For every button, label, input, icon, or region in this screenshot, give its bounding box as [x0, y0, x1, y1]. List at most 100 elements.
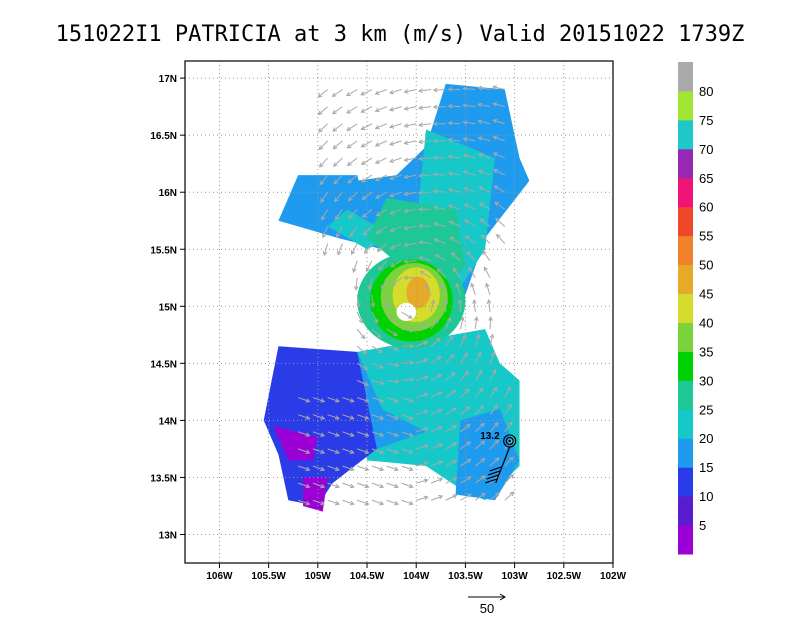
- wind-vector: [463, 154, 476, 159]
- wind-vector-head: [376, 247, 382, 253]
- wind-vector: [489, 439, 499, 450]
- wind-vector: [430, 409, 443, 416]
- colorbar-label: 50: [699, 258, 713, 273]
- wind-vector: [332, 106, 343, 115]
- wind-vector: [332, 89, 343, 97]
- colorbar-swatch: [678, 264, 693, 295]
- wind-vector-head: [360, 125, 366, 130]
- wind-vector-head: [452, 442, 458, 447]
- wind-vector-head: [480, 475, 486, 480]
- wind-vector: [312, 414, 325, 420]
- wind-vector: [371, 397, 384, 403]
- wind-vector-head: [432, 155, 438, 161]
- wind-vector-head: [483, 266, 488, 272]
- wind-vector: [327, 482, 340, 488]
- wind-vector-head: [478, 387, 484, 393]
- wind-vector-head: [393, 466, 400, 472]
- wind-vector-head: [394, 346, 400, 352]
- wind-vector-head: [480, 457, 486, 463]
- wind-vector-head: [334, 483, 340, 489]
- wind-vector-head: [437, 408, 443, 414]
- wind-vector: [332, 123, 343, 132]
- wind-vector-head: [361, 178, 367, 183]
- wind-vector: [470, 283, 476, 296]
- wind-vector-head: [437, 373, 443, 379]
- wind-vector: [416, 323, 428, 330]
- field-region-5: [303, 477, 328, 512]
- colorbar: 5 10 15 20 25 30 35 40 45 50 55 60 65 70 75 80: [678, 62, 713, 555]
- colorbar-swatch: [678, 148, 693, 179]
- wind-vector-head: [452, 267, 458, 273]
- wind-vector-head: [488, 316, 493, 321]
- wind-vector-head: [508, 456, 514, 462]
- colorbar-label: 10: [699, 489, 713, 504]
- wind-vector: [312, 397, 325, 403]
- wind-vector-head: [466, 458, 472, 464]
- wind-vector-head: [393, 415, 400, 420]
- wind-vector-head: [489, 333, 495, 339]
- wind-vector: [460, 388, 470, 398]
- wind-vector: [390, 260, 402, 268]
- wind-vector: [368, 277, 373, 290]
- wind-vector: [416, 341, 428, 347]
- wind-vector-head: [509, 473, 515, 479]
- wind-vector: [445, 354, 455, 364]
- wind-vector-head: [418, 105, 423, 111]
- wind-vector-head: [494, 201, 500, 207]
- wind-vector-head: [468, 266, 473, 272]
- wind-vector-head: [432, 87, 438, 93]
- wind-vector-head: [360, 143, 366, 148]
- wind-vector: [361, 174, 373, 183]
- wind-vector-head: [334, 466, 340, 472]
- wind-vector-head: [437, 391, 443, 396]
- wind-vector-head: [491, 368, 497, 374]
- wind-vector: [449, 236, 461, 244]
- wind-vector: [297, 414, 310, 420]
- wind-vector: [474, 458, 485, 467]
- wind-vector-head: [418, 256, 424, 261]
- wind-vector: [371, 448, 384, 454]
- wind-vector-head: [450, 353, 455, 359]
- wind-vector: [493, 119, 505, 125]
- wind-vector: [504, 386, 511, 398]
- wind-vector-head: [331, 92, 337, 97]
- wind-vector: [445, 372, 456, 381]
- wind-vector: [389, 106, 402, 111]
- wind-vector-head: [360, 108, 366, 113]
- wind-vector: [321, 209, 329, 221]
- wind-vector-head: [322, 233, 327, 239]
- wind-vector-head: [423, 495, 429, 501]
- wind-vector-head: [470, 282, 475, 288]
- wind-vector: [504, 421, 513, 433]
- colorbar-label: 20: [699, 431, 713, 446]
- wind-vector: [453, 267, 461, 279]
- wind-vector: [416, 358, 428, 364]
- wind-vector-head: [447, 187, 453, 193]
- wind-vector-head: [432, 188, 438, 194]
- wind-vector: [401, 431, 413, 437]
- wind-vector: [489, 457, 500, 467]
- wind-vector-head: [346, 126, 352, 131]
- colorbar-swatch: [678, 525, 693, 555]
- wind-vector-head: [374, 125, 380, 130]
- wind-vector-head: [403, 242, 409, 248]
- wind-vector-head: [334, 500, 340, 506]
- wind-vector-head: [349, 449, 355, 455]
- wind-vector-head: [349, 483, 355, 489]
- wind-vector: [356, 311, 363, 324]
- wind-vector: [357, 482, 369, 488]
- wind-vector: [489, 404, 498, 415]
- wind-vector: [322, 226, 329, 238]
- wind-vector-head: [417, 206, 423, 212]
- wind-vector-head: [477, 85, 483, 91]
- wind-vector: [504, 491, 514, 501]
- wind-vector: [433, 173, 446, 176]
- wind-vector: [478, 137, 491, 142]
- wind-vector: [463, 138, 476, 142]
- wind-vector-head: [481, 492, 487, 498]
- wind-vector: [474, 317, 478, 330]
- wind-vector: [416, 445, 428, 450]
- wind-vector-head: [408, 415, 414, 420]
- wind-vector: [451, 252, 461, 262]
- reference-vector-arrowhead: [499, 593, 506, 601]
